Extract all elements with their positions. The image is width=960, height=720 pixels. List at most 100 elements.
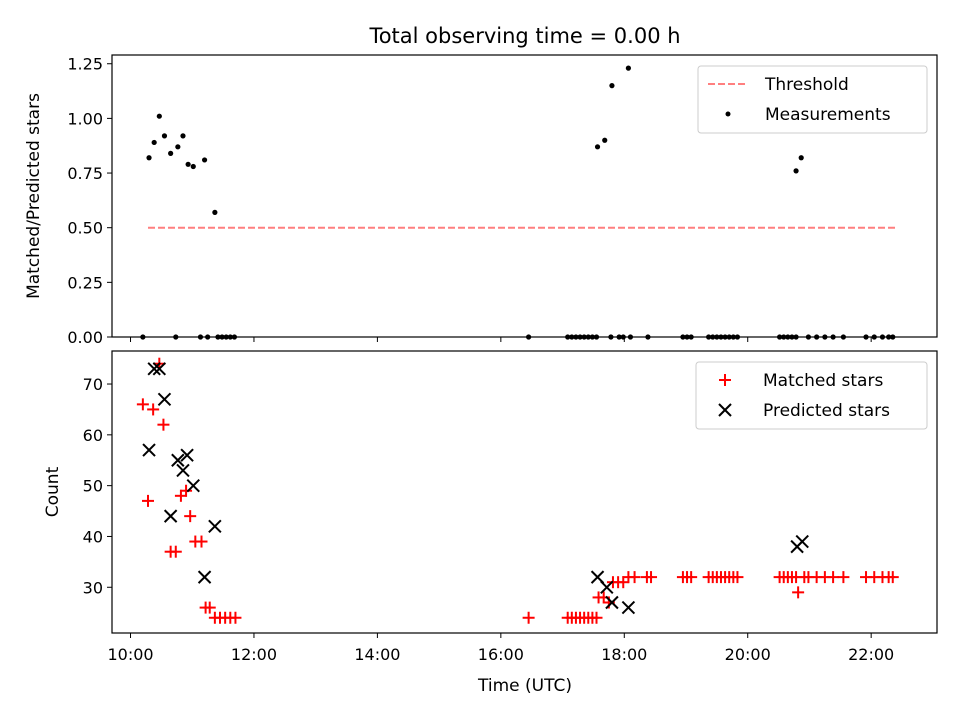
ratio-y-tick-label: 0.00 (67, 328, 103, 347)
measurement-point (793, 334, 799, 340)
threshold-legend-label: Threshold (764, 75, 849, 95)
measurement-point (565, 334, 571, 340)
count-y-tick-label: 40 (83, 527, 103, 546)
x-tick-label: 12:00 (231, 645, 277, 664)
measurement-point (710, 334, 716, 340)
measurement-point (168, 150, 174, 156)
matched-legend-swatch (719, 374, 731, 386)
ratio-y-tick-label: 0.75 (67, 164, 103, 183)
measurement-point (223, 334, 229, 340)
measurement-point (718, 334, 724, 340)
matched-star-point (645, 571, 658, 584)
matched-star-point (628, 571, 641, 584)
measurement-point (680, 334, 686, 340)
measurement-point (190, 163, 196, 170)
measurement-point (156, 113, 162, 119)
measurement-point (886, 334, 892, 340)
measurement-point (777, 334, 783, 340)
measurement-point (814, 334, 820, 340)
count-legend: Matched stars Predicted stars (695, 361, 928, 430)
measurement-point (734, 334, 741, 340)
matched-star-point (792, 586, 805, 599)
figure-title: Total observing time = 0.00 h (368, 24, 680, 48)
measurement-point (573, 334, 579, 340)
measurement-point (594, 144, 601, 150)
x-tick-label: 22:00 (848, 645, 894, 664)
matched-star-point (203, 601, 216, 614)
matched-star-point (837, 571, 850, 584)
measurement-point (569, 334, 575, 340)
predicted-star-point (163, 509, 178, 523)
measurement-point (863, 334, 869, 340)
matched-star-point (157, 418, 170, 431)
matched-legend-label: Matched stars (763, 371, 883, 391)
measurement-point (146, 155, 152, 161)
matched-star-point (886, 571, 899, 584)
measurement-point (879, 334, 886, 340)
measurement-point (714, 334, 720, 340)
measurement-point (688, 334, 694, 340)
predicted-star-point (605, 595, 619, 610)
measurement-point (830, 334, 836, 340)
measurement-point (197, 334, 204, 340)
predicted-star-point (157, 392, 172, 406)
predicted-star-point (600, 580, 614, 594)
predicted-star-point (795, 534, 809, 549)
measurement-point (785, 334, 791, 340)
measurement-point (180, 133, 186, 139)
ratio-x-ticks (130, 337, 872, 342)
predicted-legend-label: Predicted stars (763, 401, 890, 421)
predicted-star-point (180, 448, 194, 462)
predicted-star-point (186, 478, 200, 493)
count-y-tick-label: 60 (83, 426, 103, 445)
measurement-point (793, 168, 799, 174)
ratio-legend: Threshold Measurements (697, 65, 928, 134)
measurement-point (151, 139, 157, 146)
measurement-point (219, 334, 225, 340)
x-tick-label: 18:00 (601, 645, 647, 664)
count-x-ticks: 10:00 12:00 14:00 16:00 18:00 20:00 22:00 (107, 633, 894, 664)
ratio-legend-box (697, 65, 928, 134)
matched-star-point (180, 484, 193, 497)
predicted-star-point (176, 463, 190, 478)
measurement-point (616, 334, 622, 340)
measurement-point (593, 334, 600, 340)
predicted-star-point (621, 600, 636, 615)
measurement-point (805, 334, 812, 340)
measurement-point (890, 334, 896, 340)
measurement-point (627, 334, 634, 340)
measurement-point (609, 83, 615, 89)
measurement-point (577, 334, 583, 340)
ratio-y-tick-label: 0.50 (67, 219, 103, 238)
measurement-point (730, 334, 736, 340)
measurement-point (602, 137, 608, 143)
ratio-y-ticks: 0.00 0.25 0.50 0.75 1.00 1.25 (67, 55, 112, 347)
measurement-point (684, 334, 690, 340)
matched-star-point (685, 571, 698, 584)
measurement-point (185, 161, 191, 167)
ratio-panel-frame (111, 54, 938, 338)
matched-star-point (184, 510, 197, 523)
measurement-point (789, 334, 795, 340)
matched-star-point (590, 611, 603, 624)
measurement-point (175, 144, 181, 150)
ratio-y-tick-label: 1.00 (67, 109, 103, 128)
x-tick-label: 10:00 (107, 645, 153, 664)
measurement-point (231, 334, 238, 340)
measurement-point (161, 133, 168, 139)
matched-star-point (136, 398, 149, 411)
count-legend-box (695, 361, 928, 430)
predicted-star-point (208, 519, 222, 534)
measurement-point (722, 334, 728, 340)
measurement-point (581, 334, 587, 340)
measurement-point (781, 334, 787, 340)
measurement-point (227, 334, 233, 340)
matched-star-point (731, 571, 744, 584)
ratio-y-tick-label: 1.25 (67, 55, 103, 74)
count-y-tick-label: 30 (83, 578, 103, 597)
matched-star-point (142, 494, 155, 507)
measurement-point (526, 334, 532, 340)
measurement-point (608, 334, 614, 340)
count-y-axis-label: Count (43, 466, 63, 517)
